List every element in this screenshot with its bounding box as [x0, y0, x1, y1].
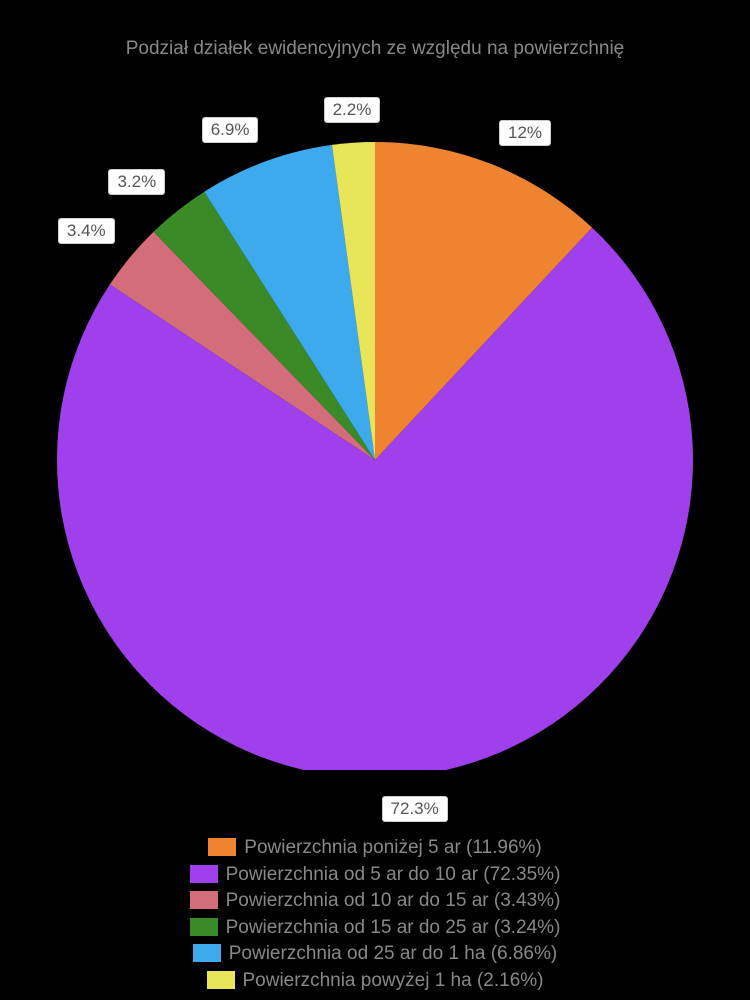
slice-label: 3.2% [108, 169, 165, 195]
legend-label: Powierzchnia od 25 ar do 1 ha (6.86%) [229, 943, 557, 964]
slice-label: 6.9% [202, 117, 259, 143]
legend-swatch [190, 891, 218, 909]
legend-swatch [207, 971, 235, 989]
chart-title: Podział działek ewidencyjnych ze względu… [0, 38, 750, 60]
legend-label: Powierzchnia od 5 ar do 10 ar (72.35%) [226, 864, 561, 885]
legend-swatch [190, 865, 218, 883]
slice-label: 72.3% [382, 796, 448, 822]
legend-item: Powierzchnia od 25 ar do 1 ha (6.86%) [0, 941, 750, 968]
chart-container: Podział działek ewidencyjnych ze względu… [0, 0, 750, 1000]
slice-label: 2.2% [324, 97, 381, 123]
legend-swatch [208, 838, 236, 856]
legend: Powierzchnia poniżej 5 ar (11.96%) Powier… [0, 835, 750, 995]
legend-item: Powierzchnia powyżej 1 ha (2.16%) [0, 968, 750, 995]
legend-swatch [190, 918, 218, 936]
legend-label: Powierzchnia powyżej 1 ha (2.16%) [243, 970, 544, 991]
legend-item: Powierzchnia poniżej 5 ar (11.96%) [0, 835, 750, 862]
slice-label: 3.4% [58, 218, 115, 244]
legend-label: Powierzchnia od 15 ar do 25 ar (3.24%) [226, 917, 561, 938]
slice-label: 12% [499, 120, 551, 146]
legend-item: Powierzchnia od 5 ar do 10 ar (72.35%) [0, 862, 750, 889]
pie-chart: 12%72.3%3.4%3.2%6.9%2.2% [45, 90, 705, 770]
legend-label: Powierzchnia poniżej 5 ar (11.96%) [244, 837, 541, 858]
legend-item: Powierzchnia od 10 ar do 15 ar (3.43%) [0, 888, 750, 915]
legend-label: Powierzchnia od 10 ar do 15 ar (3.43%) [226, 890, 561, 911]
legend-swatch [193, 944, 221, 962]
legend-item: Powierzchnia od 15 ar do 25 ar (3.24%) [0, 915, 750, 942]
